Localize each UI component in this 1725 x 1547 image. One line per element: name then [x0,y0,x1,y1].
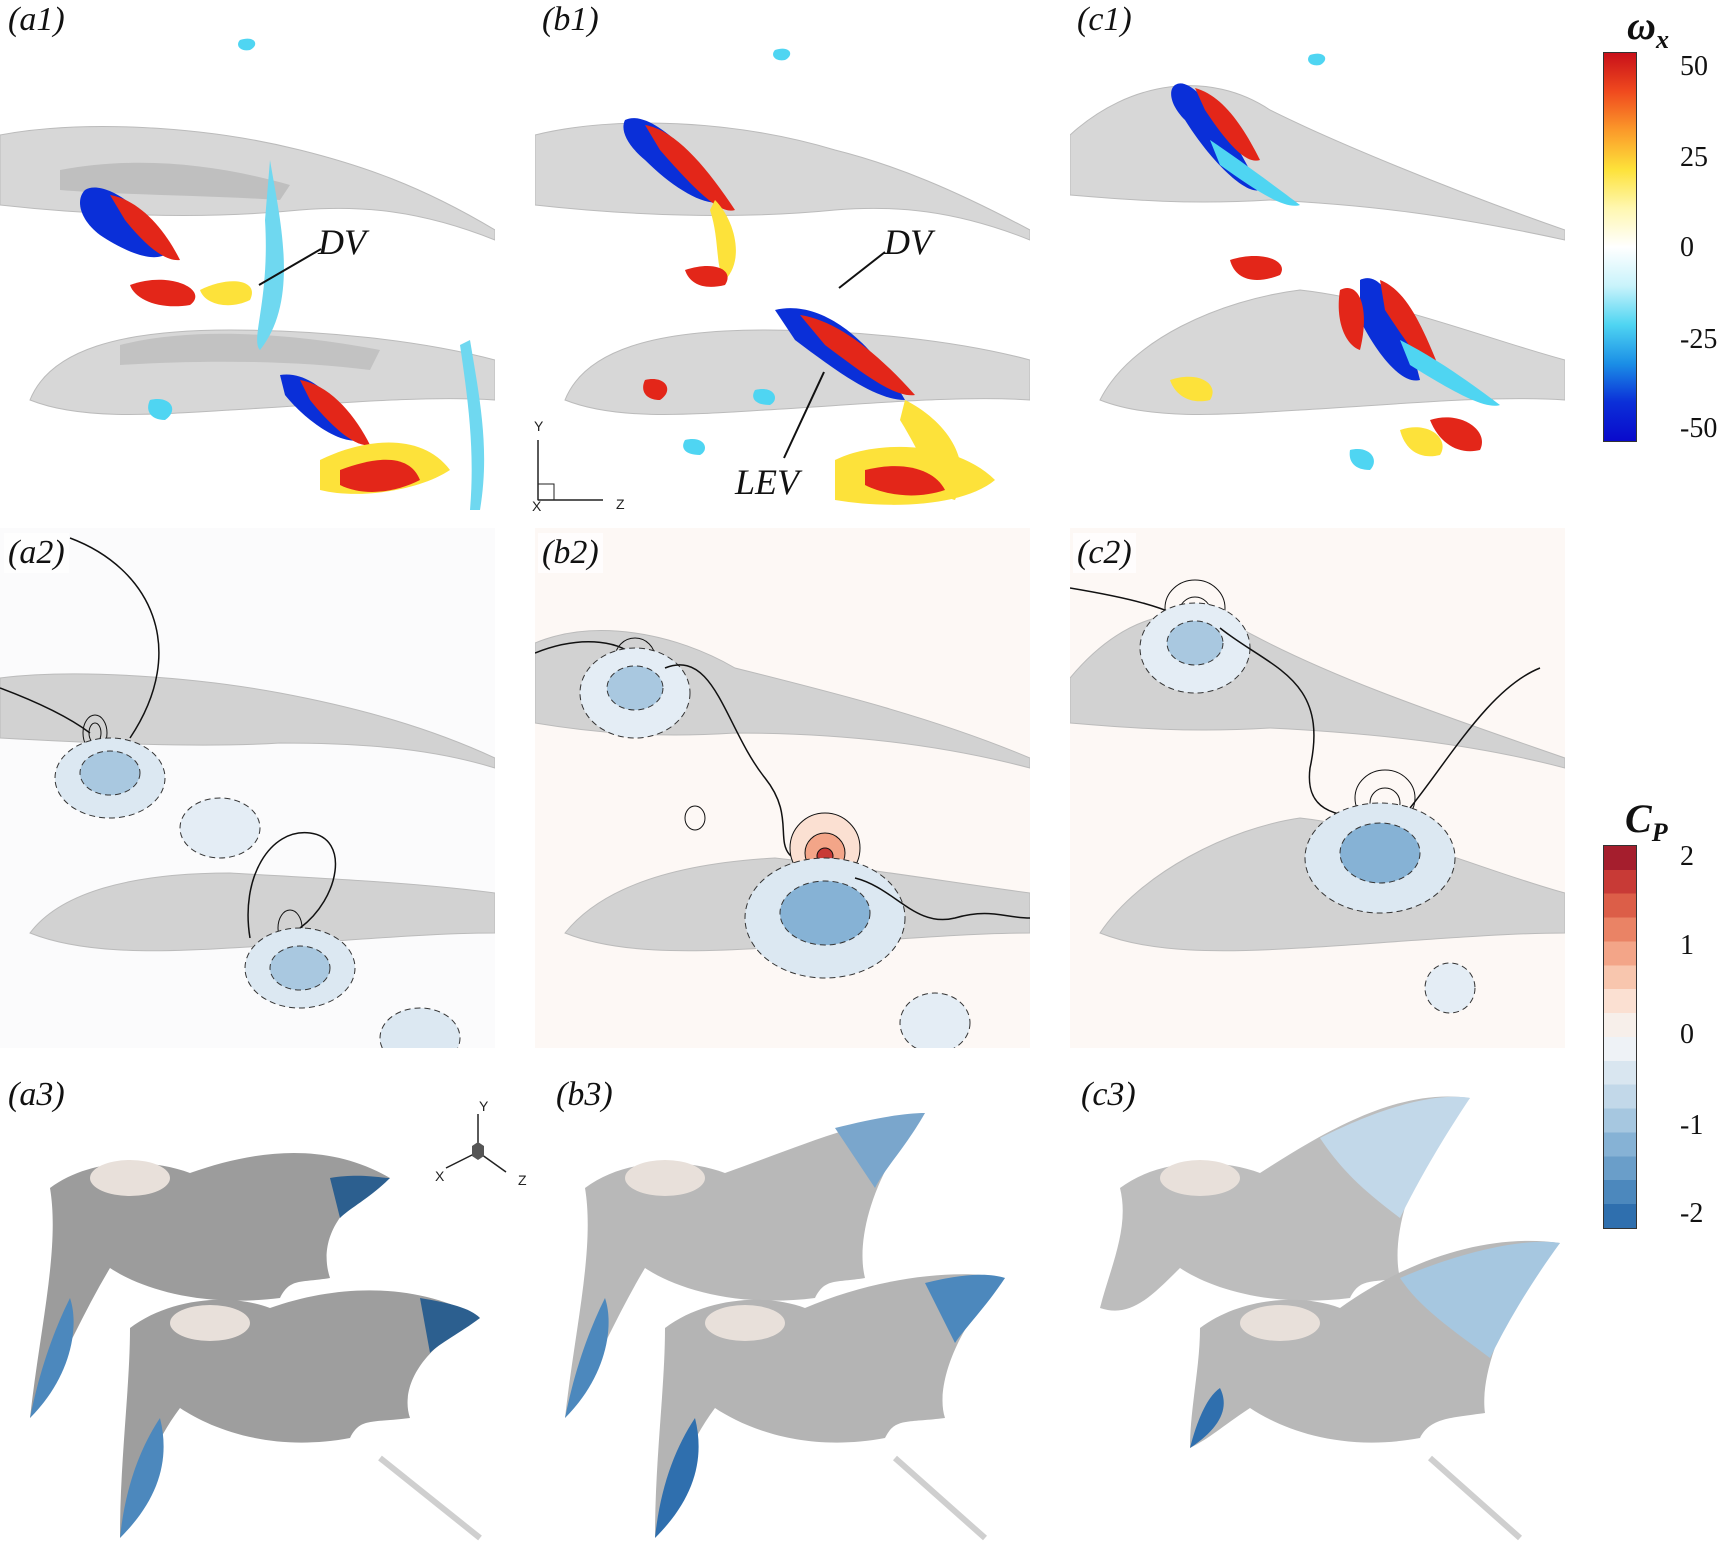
colorbar-vorticity-symbol: ω [1627,3,1656,48]
pressure-panel-a2 [0,528,495,1048]
vorticity-panel-b1 [535,0,1030,510]
colorbar-vorticity-subscript: x [1655,25,1669,54]
pressure-panel-b2 [535,528,1030,1048]
panel-label-c3: (c3) [1077,1075,1140,1115]
colorbar-pressure-subscript: P [1651,818,1668,847]
axis-label-x-2d: X [532,498,542,514]
colorbar-pressure-symbol: C [1625,796,1652,841]
colorbar-pressure [1603,845,1637,1229]
panel-label-b3: (b3) [552,1075,617,1115]
colorbar-vorticity-tick-25: 25 [1680,142,1708,173]
panel-label-a1: (a1) [4,0,69,40]
colorbar-vorticity-tick-minus50: -50 [1680,413,1718,444]
colorbar-vorticity-title: ωx [1627,2,1669,55]
annotation-dv-b1: DV [884,222,932,262]
axis-triad-3d [445,1114,507,1173]
axis-label-z-2d: Z [616,496,625,512]
panel-label-b2: (b2) [538,533,603,573]
vorticity-panel-c1 [1070,0,1565,510]
colorbar-vorticity-tick-minus25: -25 [1680,324,1718,355]
colorbar-pressure-tick-0: 0 [1680,1019,1694,1050]
panel-label-a3: (a3) [4,1075,69,1115]
panel-label-c2: (c2) [1073,533,1136,573]
panel-label-b1: (b1) [538,0,603,40]
annotation-line-a1 [258,248,322,286]
annotation-dv-a1: DV [318,222,366,262]
colorbar-pressure-tick-minus2: -2 [1680,1198,1704,1229]
panel-label-c1: (c1) [1073,0,1136,40]
axis-label-y-2d: Y [534,418,544,434]
surface-panel-a3 [0,1068,530,1547]
colorbar-vorticity-tick-50: 50 [1680,51,1708,82]
panel-label-a2: (a2) [4,533,69,573]
surface-panel-c3 [1070,1068,1565,1547]
annotation-line-b1-lev [783,371,825,459]
annotation-line-b1-dv [838,251,886,289]
axis-triad-2d [537,440,603,501]
axis-label-z-3d: Z [518,1172,527,1188]
axis-label-x-3d: X [435,1168,445,1184]
colorbar-vorticity-tick-0: 0 [1680,232,1694,263]
colorbar-pressure-title: CP [1625,795,1668,848]
colorbar-vorticity [1603,52,1637,442]
colorbar-pressure-tick-2: 2 [1680,841,1694,872]
colorbar-pressure-tick-1: 1 [1680,930,1694,961]
annotation-lev-b1: LEV [735,462,800,502]
pressure-panel-c2 [1070,528,1565,1048]
surface-panel-b3 [535,1068,1030,1547]
vorticity-panel-a1 [0,0,495,510]
colorbar-pressure-tick-minus1: -1 [1680,1110,1704,1141]
axis-label-y-3d: Y [479,1098,489,1114]
